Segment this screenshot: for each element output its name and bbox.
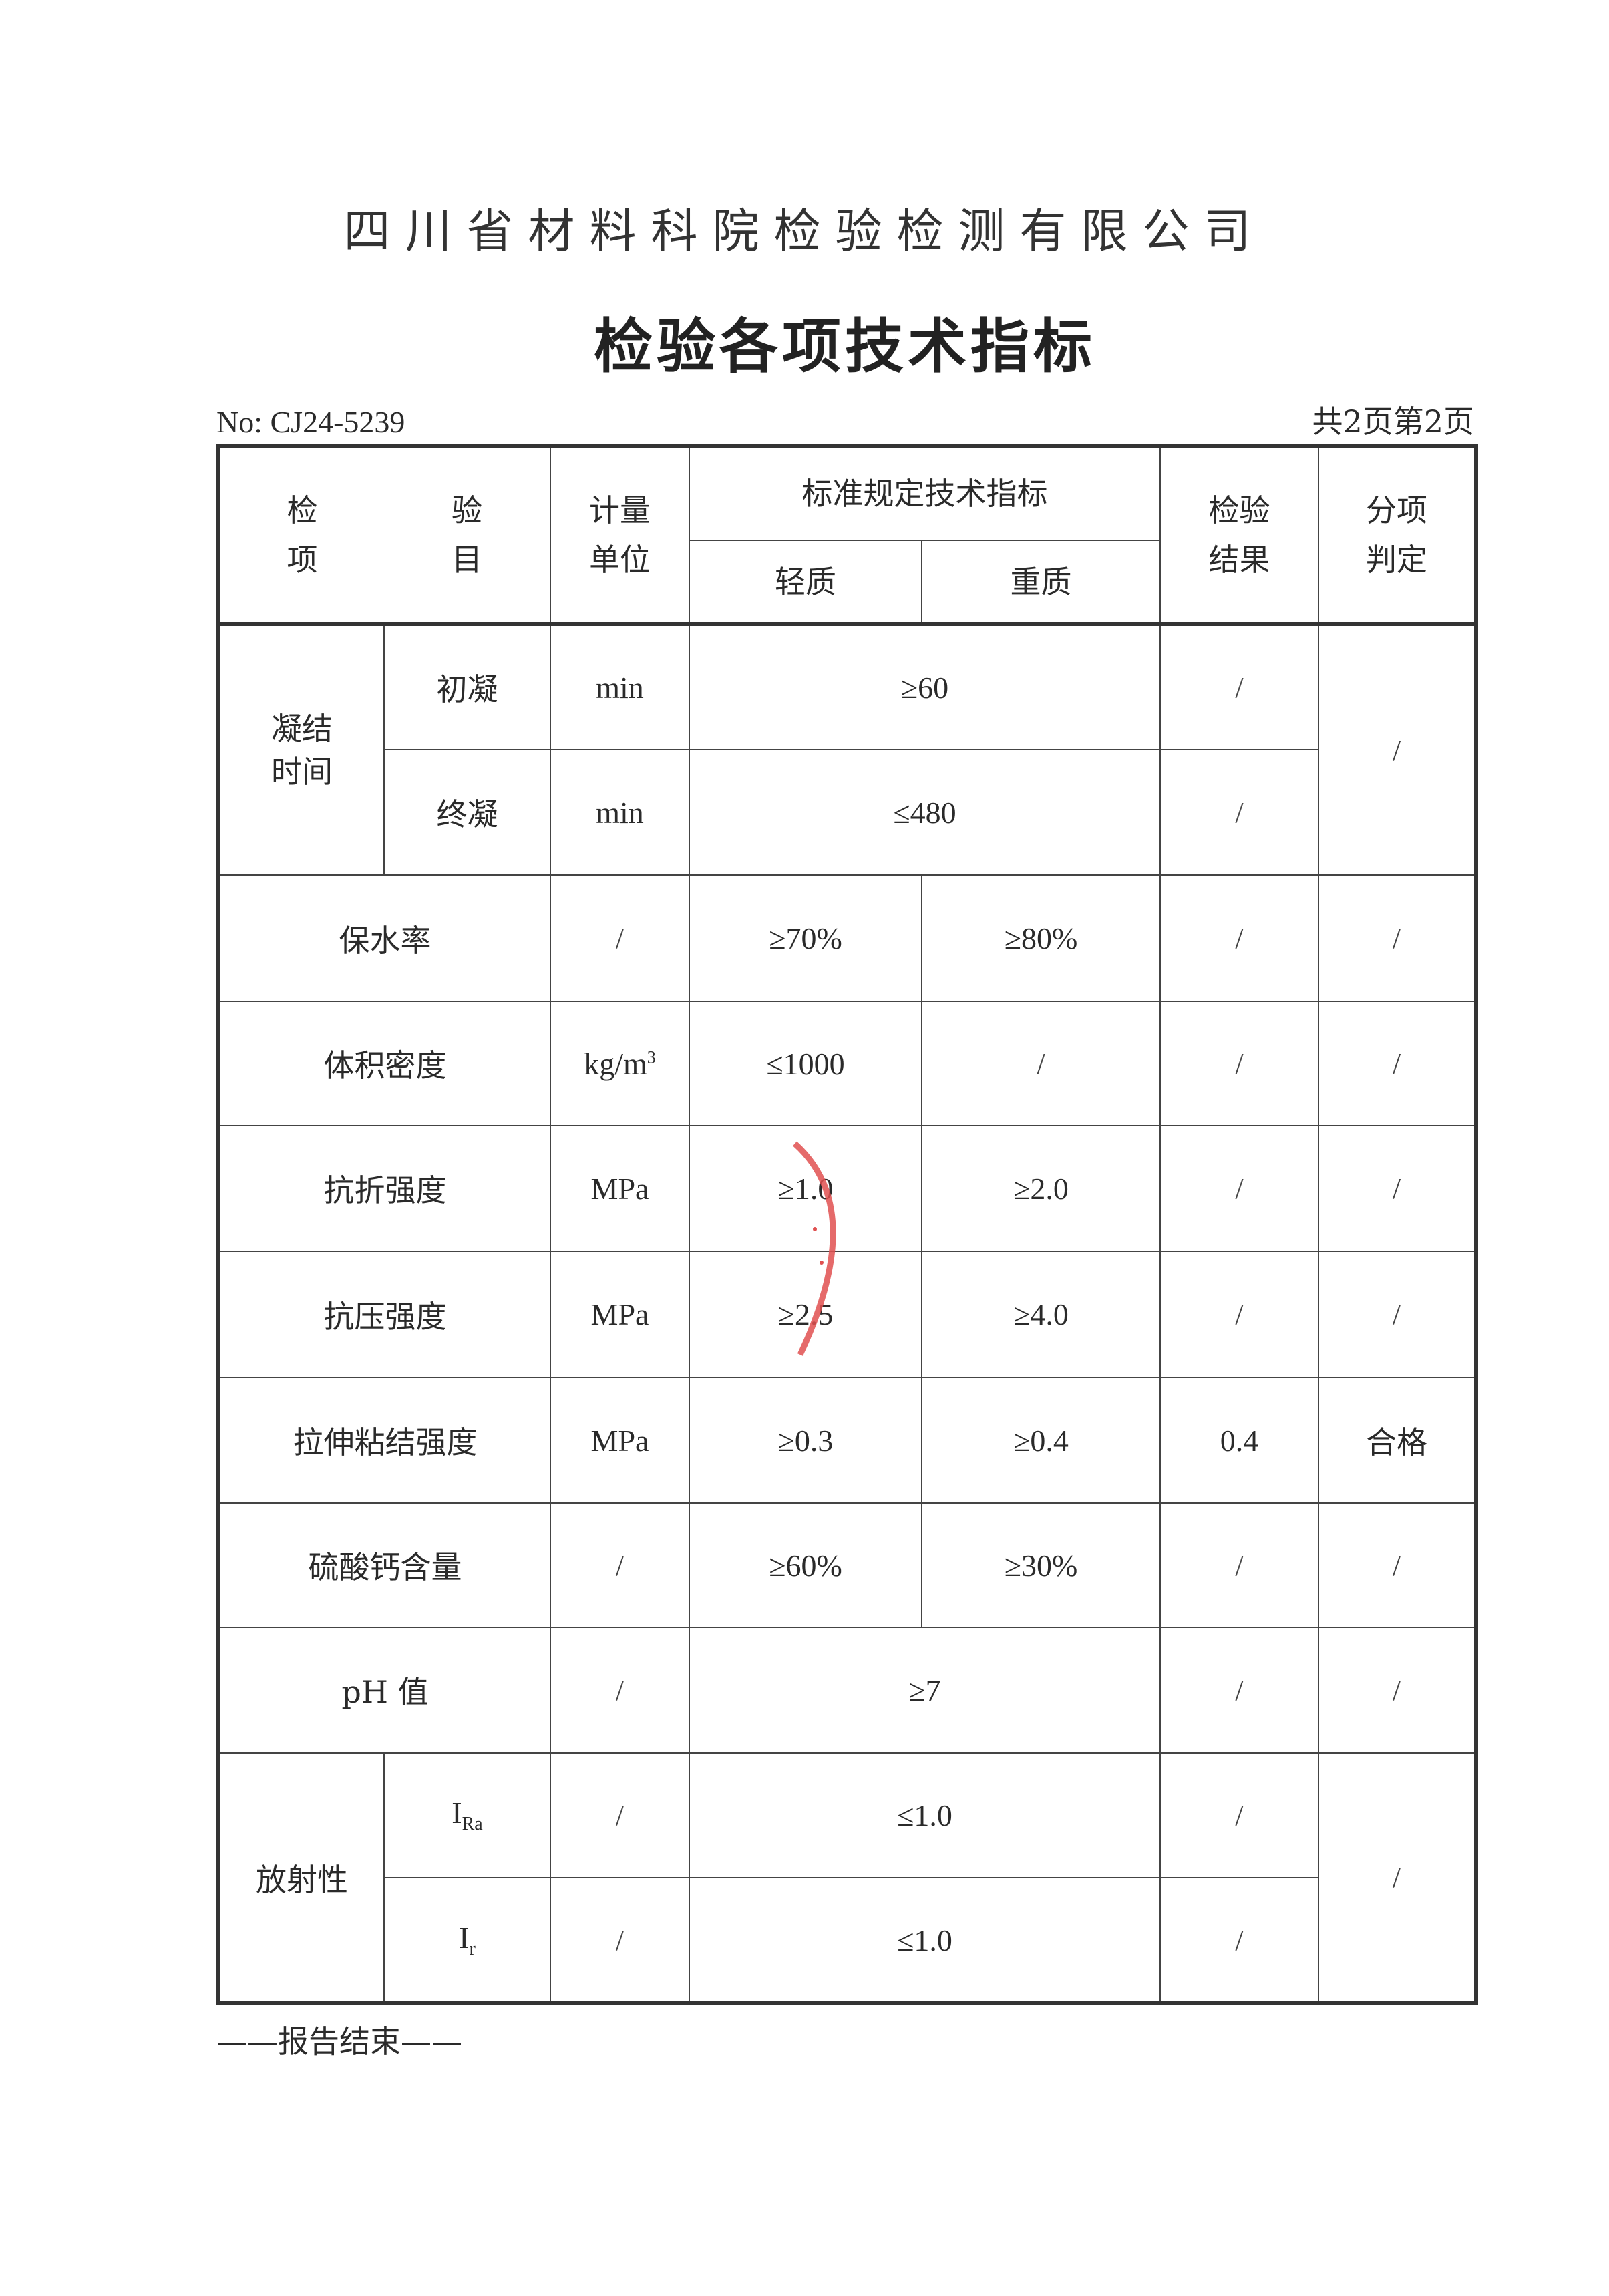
light-value: ≤1000 [689, 1001, 922, 1126]
header-standard: 标准规定技术指标 [689, 445, 1161, 541]
header-judgement: 分项 判定 [1318, 445, 1477, 626]
unit: min [550, 623, 690, 750]
table-row: 体积密度 kg/m3 ≤1000 / / / [218, 1001, 1477, 1126]
unit: / [550, 1627, 690, 1754]
item-name: Ir [383, 1877, 551, 2004]
header-unit: 计量 单位 [550, 445, 690, 626]
table-row: 保水率 / ≥70% ≥80% / / [218, 874, 1477, 1002]
standard-value: ≤1.0 [689, 1752, 1161, 1878]
unit: MPa [550, 1125, 690, 1252]
item-name: IRa [383, 1752, 551, 1878]
item-name: 体积密度 [218, 1001, 551, 1126]
result: / [1159, 1125, 1319, 1252]
light-value: ≥0.3 [689, 1377, 922, 1504]
unit: MPa [550, 1251, 690, 1378]
document-title: 检验各项技术指标 [593, 311, 1096, 381]
heavy-value: ≥80% [921, 874, 1161, 1002]
unit: / [550, 874, 690, 1002]
table-row: 抗压强度 MPa ≥2.5 ≥4.0 / / [218, 1251, 1477, 1378]
table-row: 放射性 IRa / ≤1.0 / / [218, 1752, 1477, 2004]
report-end: ——报告结束—— [216, 2023, 462, 2060]
standard-value: ≥7 [689, 1627, 1161, 1754]
item-name: 抗折强度 [218, 1125, 551, 1252]
result: / [1159, 1502, 1319, 1628]
table-row: 硫酸钙含量 / ≥60% ≥30% / / [218, 1502, 1477, 1628]
spec-table: 检项 验目 计量 单位 标准规定技术指标 检验 结果 分项 判定 轻质 重质 凝结时间… [216, 444, 1478, 2005]
result: 0.4 [1159, 1377, 1319, 1504]
light-value: ≥70% [689, 874, 922, 1002]
heavy-value: ≥2.0 [921, 1125, 1161, 1252]
heavy-value: ≥30% [921, 1502, 1161, 1628]
judgement: / [1318, 1752, 1477, 2004]
item-name: 拉伸粘结强度 [218, 1377, 551, 1504]
seal-stamp-fragment [793, 1141, 836, 1356]
result: / [1159, 623, 1319, 750]
standard-value: ≤480 [689, 749, 1161, 876]
item-name: 保水率 [218, 874, 551, 1002]
table-row: 拉伸粘结强度 MPa ≥0.3 ≥0.4 0.4 合格 [218, 1377, 1477, 1504]
header-heavy: 重质 [921, 540, 1161, 626]
report-number: No: CJ24-5239 [216, 405, 405, 439]
heavy-value: ≥0.4 [921, 1377, 1161, 1504]
table-row: 凝结时间 初凝 min ≥60 / / [218, 623, 1477, 876]
unit: min [550, 749, 690, 876]
item-name: 初凝 [383, 623, 551, 750]
judgement: / [1318, 1627, 1477, 1754]
setting-group: 凝结时间 [218, 623, 385, 876]
header-item-left: 检项 [218, 445, 384, 626]
judgement: / [1318, 1125, 1477, 1252]
standard-value: ≤1.0 [689, 1877, 1161, 2004]
item-name: 硫酸钙含量 [218, 1502, 551, 1628]
table-row: 抗折强度 MPa ≥1.0 ≥2.0 / / [218, 1125, 1477, 1252]
judgement: / [1318, 1001, 1477, 1126]
judgement: 合格 [1318, 1377, 1477, 1504]
unit: / [550, 1877, 690, 2004]
header-result: 检验 结果 [1159, 445, 1319, 626]
judgement: / [1318, 874, 1477, 1002]
header-item-right: 验目 [384, 445, 551, 626]
unit: / [550, 1502, 690, 1628]
result: / [1159, 1877, 1319, 2004]
item-name: 抗压强度 [218, 1251, 551, 1378]
radioactivity-group: 放射性 [218, 1752, 385, 2004]
table-row: pH 值 / ≥7 / / [218, 1627, 1477, 1754]
standard-value: ≥60 [689, 623, 1161, 750]
heavy-value: ≥4.0 [921, 1251, 1161, 1378]
judgement: / [1318, 1251, 1477, 1378]
result: / [1159, 1001, 1319, 1126]
table-row: Ir / ≤1.0 / [218, 1877, 1476, 2004]
result: / [1159, 1251, 1319, 1378]
unit: MPa [550, 1377, 690, 1504]
judgement: / [1318, 1502, 1477, 1628]
light-value: ≥2.5 [689, 1251, 922, 1378]
result: / [1159, 874, 1319, 1002]
item-name: 终凝 [383, 749, 551, 876]
result: / [1159, 1627, 1319, 1754]
company-name: 四川省材料科院检验检测有限公司 [343, 204, 1266, 259]
header-light: 轻质 [689, 540, 922, 626]
judgement: / [1318, 623, 1477, 876]
table-row: 终凝 min ≤480 / [218, 749, 1476, 876]
unit: kg/m3 [550, 1001, 690, 1126]
heavy-value: / [921, 1001, 1161, 1126]
light-value: ≥60% [689, 1502, 922, 1628]
result: / [1159, 749, 1319, 876]
light-value: ≥1.0 [689, 1125, 922, 1252]
page-info: 共2页第2页 [1312, 403, 1474, 440]
unit: / [550, 1752, 690, 1878]
item-name: pH 值 [218, 1627, 551, 1754]
result: / [1159, 1752, 1319, 1878]
